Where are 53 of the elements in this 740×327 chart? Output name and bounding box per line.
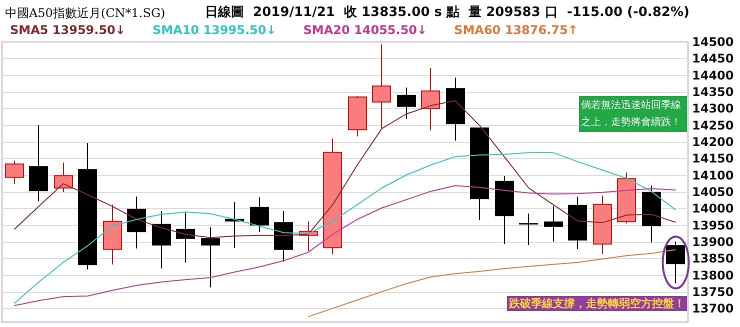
candlestick xyxy=(519,213,538,246)
y-tick-label: 14400 xyxy=(692,68,734,82)
candlestick xyxy=(617,172,636,224)
candlestick xyxy=(446,77,465,142)
y-tick-label: 14050 xyxy=(692,185,734,199)
candlestick xyxy=(201,226,220,288)
y-tick-label: 14500 xyxy=(692,35,734,49)
candlestick xyxy=(152,210,171,269)
candlestick xyxy=(568,196,587,250)
y-tick-label: 14100 xyxy=(692,168,734,182)
y-tick-label: 14000 xyxy=(692,202,734,216)
candlestick xyxy=(103,204,122,265)
candlestick xyxy=(642,185,661,243)
text: SMA60 13876.75↑ xyxy=(454,23,578,37)
candlestick xyxy=(5,160,24,184)
y-tick-label: 13800 xyxy=(692,268,734,282)
y-tick-label: 14350 xyxy=(692,85,734,99)
y-tick-label: 14450 xyxy=(692,52,734,66)
text: SMA20 14055.50↓ xyxy=(303,23,428,37)
candlestick xyxy=(372,44,391,128)
candlestick xyxy=(544,206,563,242)
annotation: 跌破季線支撐，走勢轉弱空方控盤！ xyxy=(508,297,685,310)
candlestick xyxy=(225,202,244,248)
y-tick-label: 13700 xyxy=(692,302,734,316)
candlestick xyxy=(54,162,73,192)
candlestick xyxy=(250,196,269,232)
candlestick xyxy=(593,195,612,254)
text: SMA10 13995.50↓ xyxy=(152,23,276,37)
y-tick-label: 13900 xyxy=(692,235,734,249)
candlestick xyxy=(274,210,293,262)
chart-title: 中國A50指數近月(CN*1.SG) xyxy=(5,6,166,20)
candlestick xyxy=(348,96,367,137)
candlestick xyxy=(421,68,440,131)
y-tick-label: 14300 xyxy=(692,102,734,116)
candlestick xyxy=(176,212,195,264)
y-tick-label: 14250 xyxy=(692,118,734,132)
candlestick xyxy=(78,142,97,270)
candlestick xyxy=(397,87,416,120)
candlestick xyxy=(470,128,489,220)
candlestick xyxy=(666,241,685,284)
line-series xyxy=(308,249,676,318)
candlestick xyxy=(495,176,514,244)
y-tick-label: 14150 xyxy=(692,152,734,166)
y-tick-label: 13850 xyxy=(692,252,734,266)
y-tick-label: 14200 xyxy=(692,135,734,149)
candlestick xyxy=(127,196,146,249)
candlestick xyxy=(29,124,48,202)
text: SMA5 13959.50↓ xyxy=(10,23,126,37)
chart-subtitle: 日線圖 2019/11/21 收 13835.00 s 點 量 209583 口 -115.00 (-0.82%) xyxy=(205,5,690,20)
y-tick-label: 13950 xyxy=(692,218,734,232)
y-tick-label: 13750 xyxy=(692,285,734,299)
candlestick xyxy=(323,138,342,255)
annotation: 倘若無法迅速站回季線之上，走勢將會續跌！ xyxy=(581,99,681,128)
